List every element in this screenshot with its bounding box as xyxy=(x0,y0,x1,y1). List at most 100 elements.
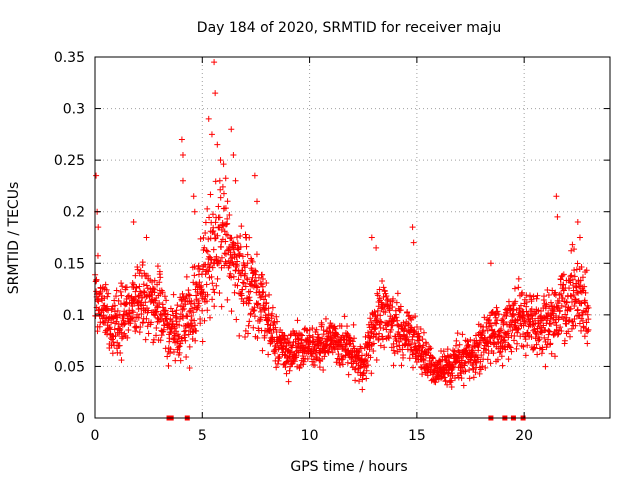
data-point-1295 xyxy=(370,348,377,355)
data-point-486 xyxy=(196,279,203,286)
data-point-1466 xyxy=(406,355,413,362)
data-point-536 xyxy=(207,191,214,198)
data-point-1765 xyxy=(470,374,477,381)
data-point-719 xyxy=(246,318,253,325)
data-point-371 xyxy=(171,325,178,332)
data-point-1436 xyxy=(400,319,407,326)
data-point-1705 xyxy=(458,369,465,376)
data-point-762 xyxy=(255,274,262,281)
data-point-547 xyxy=(209,264,216,271)
data-point-2238 xyxy=(572,322,579,329)
data-point-2222 xyxy=(568,325,575,332)
data-point-535 xyxy=(206,314,213,321)
data-point-74 xyxy=(108,319,115,326)
data-point-483 xyxy=(196,300,203,307)
data-point-1778 xyxy=(473,359,480,366)
data-point-2302 xyxy=(95,224,102,231)
data-point-2160 xyxy=(555,305,562,312)
data-point-811 xyxy=(266,291,273,298)
data-point-188 xyxy=(132,272,139,279)
data-point-582 xyxy=(217,258,224,265)
data-point-1940 xyxy=(508,348,515,355)
data-point-1912 xyxy=(502,346,509,353)
data-point-446 xyxy=(187,301,194,308)
data-point-1707 xyxy=(458,375,465,382)
data-point-1038 xyxy=(314,331,321,338)
data-point-688 xyxy=(239,279,246,286)
data-point-1518 xyxy=(417,326,424,333)
plot-frame xyxy=(94,56,611,419)
data-point-2013 xyxy=(524,342,531,349)
data-point-1243 xyxy=(359,352,366,359)
data-point-560 xyxy=(212,219,219,226)
data-point-942 xyxy=(294,317,301,324)
data-point-2224 xyxy=(569,241,576,248)
data-point-1772 xyxy=(472,369,479,376)
data-point-694 xyxy=(240,280,247,287)
data-points-layer xyxy=(92,59,592,421)
data-point-2158 xyxy=(555,330,562,337)
data-point-579 xyxy=(216,289,223,296)
data-point-574 xyxy=(215,203,222,210)
data-point-1506 xyxy=(415,333,422,340)
data-point-222 xyxy=(139,259,146,266)
data-point-346 xyxy=(166,335,173,342)
data-point-1575 xyxy=(430,355,437,362)
data-point-490 xyxy=(197,320,204,327)
data-point-1185 xyxy=(346,341,353,348)
data-point-843 xyxy=(273,364,280,371)
data-point-132 xyxy=(120,317,127,324)
data-point-1995 xyxy=(520,343,527,350)
data-point-2106 xyxy=(544,317,551,324)
data-point-545 xyxy=(209,280,216,287)
data-point-631 xyxy=(227,249,234,256)
data-point-492 xyxy=(197,235,204,242)
data-point-365 xyxy=(170,291,177,298)
data-point-1163 xyxy=(341,313,348,320)
data-point-664 xyxy=(234,282,241,289)
data-point-390 xyxy=(176,322,183,329)
data-point-123 xyxy=(118,292,125,299)
data-point-470 xyxy=(193,280,200,287)
data-point-612 xyxy=(223,221,230,228)
data-point-249 xyxy=(145,330,152,337)
y-tick-label-1: 0.05 xyxy=(54,359,85,375)
data-point-376 xyxy=(172,310,179,317)
data-point-463 xyxy=(191,263,198,270)
data-point-2234 xyxy=(571,316,578,323)
data-point-466 xyxy=(192,322,199,329)
data-point-2273 xyxy=(579,274,586,281)
data-point-438 xyxy=(186,324,193,331)
data-point-590 xyxy=(218,303,225,310)
data-point-794 xyxy=(262,293,269,300)
data-point-339 xyxy=(164,311,171,318)
data-point-471 xyxy=(193,327,200,334)
data-point-2271 xyxy=(579,311,586,318)
data-point-247 xyxy=(145,307,152,314)
data-point-2308 xyxy=(190,193,197,200)
data-point-2319 xyxy=(251,172,258,179)
data-point-386 xyxy=(174,331,181,338)
data-point-1265 xyxy=(363,367,370,374)
data-point-341 xyxy=(165,362,172,369)
data-point-782 xyxy=(259,276,266,283)
data-point-1670 xyxy=(450,363,457,370)
y-tick-label-0: 0 xyxy=(76,411,85,427)
data-point-778 xyxy=(259,271,266,278)
data-point-1108 xyxy=(329,349,336,356)
data-point-2279 xyxy=(581,283,588,290)
data-point-1173 xyxy=(344,323,351,330)
data-point-1688 xyxy=(454,355,461,362)
data-point-2299 xyxy=(585,304,592,311)
data-point-2108 xyxy=(544,286,551,293)
data-point-697 xyxy=(241,264,248,271)
data-point-150 xyxy=(124,334,131,341)
data-point-54 xyxy=(103,286,110,293)
data-point-2114 xyxy=(545,291,552,298)
data-point-1360 xyxy=(384,297,391,304)
data-point-1839 xyxy=(487,312,494,319)
data-point-208 xyxy=(136,329,143,336)
data-point-637 xyxy=(228,255,235,262)
data-point-2077 xyxy=(538,328,545,335)
data-point-755 xyxy=(254,284,261,291)
